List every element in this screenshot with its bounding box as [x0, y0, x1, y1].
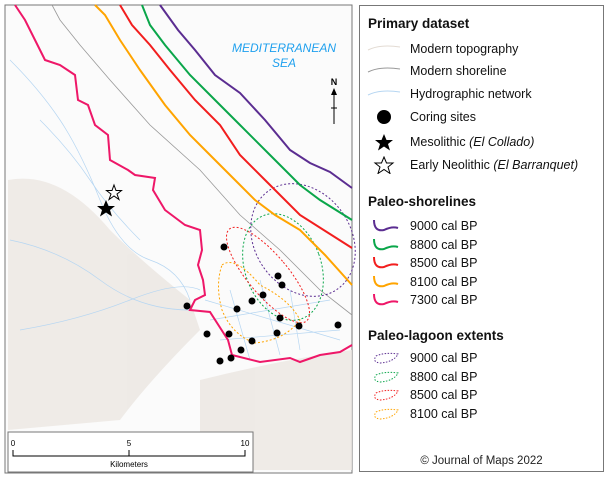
shoreline-swatch-icon [373, 275, 399, 287]
sea-label-2: SEA [272, 56, 296, 70]
star-outline-icon [373, 156, 395, 174]
legend-lagoon-item: 8100 cal BP [360, 405, 477, 423]
topography-line-icon [367, 45, 401, 51]
shoreline-9000 [159, 4, 353, 189]
legend-primary-title: Primary dataset [368, 16, 470, 31]
lagoon-swatch-icon [374, 389, 399, 401]
shoreline-swatch-icon [373, 238, 399, 250]
svg-text:5: 5 [127, 439, 132, 448]
shoreline-swatch-icon [373, 293, 399, 306]
lagoon-8100 [218, 262, 301, 344]
legend-shoreline-item: 8500 cal BP [360, 254, 477, 272]
modern-shoreline [51, 4, 353, 316]
shoreline-8100 [94, 4, 353, 286]
star-filled-icon [375, 134, 393, 151]
legend-shoreline-item: 8100 cal BP [360, 273, 477, 291]
legend-item-neolithic: Early Neolithic (El Barranquet) [360, 156, 578, 174]
sea-label: MEDITERRANEAN [232, 41, 336, 55]
svg-text:Kilometers: Kilometers [110, 460, 148, 469]
paleo-lagoons [218, 183, 356, 344]
legend-shoreline-item: 9000 cal BP [360, 217, 477, 235]
map-panel[interactable]: MEDITERRANEAN SEA N 0 5 10 Kilometers [0, 0, 356, 480]
early-neolithic-star-icon [105, 183, 123, 201]
legend-lagoons-title: Paleo-lagoon extents [368, 328, 504, 343]
svg-text:N: N [331, 77, 338, 87]
paleo-shorelines [14, 4, 353, 364]
lagoon-swatch-icon [374, 371, 399, 383]
north-arrow-icon: N [331, 77, 338, 124]
hydrographic-network [9, 59, 341, 361]
legend-lagoon-item: 8800 cal BP [360, 368, 477, 386]
svg-text:10: 10 [241, 439, 250, 448]
shoreline-7300 [14, 4, 353, 364]
svg-text:0: 0 [11, 439, 16, 448]
legend-item-mesolithic: Mesolithic (El Collado) [360, 133, 534, 151]
lagoon-swatch-icon [374, 408, 399, 420]
hydro-line-icon [367, 90, 401, 96]
shoreline-swatch-icon [373, 219, 399, 232]
shoreline-8500 [119, 4, 353, 249]
legend-shoreline-item: 7300 cal BP [360, 291, 477, 309]
scale-bar: 0 5 10 Kilometers [7, 431, 254, 473]
coring-sites [183, 243, 342, 365]
legend-item-hydro: Hydrographic network [360, 85, 532, 103]
shoreline-swatch-icon [373, 256, 399, 269]
legend-lagoon-item: 9000 cal BP [360, 349, 477, 367]
shoreline-8800 [141, 4, 353, 221]
shoreline-line-icon [367, 67, 401, 73]
copyright: © Journal of Maps 2022 [420, 455, 543, 467]
legend-item-shoreline: Modern shoreline [360, 62, 507, 80]
circle-icon [377, 110, 391, 124]
legend: Primary dataset Modern topography Modern… [359, 5, 604, 472]
lagoon-8800 [242, 213, 324, 321]
legend-shorelines-title: Paleo-shorelines [368, 194, 477, 209]
lagoon-9000 [250, 183, 356, 297]
lagoon-swatch-icon [374, 352, 399, 364]
mesolithic-star-icon [97, 200, 115, 217]
legend-lagoon-item: 8500 cal BP [360, 386, 477, 404]
legend-shoreline-item: 8800 cal BP [360, 236, 477, 254]
legend-item-coring: Coring sites [360, 108, 476, 126]
lagoon-8500 [226, 226, 310, 324]
legend-item-topography: Modern topography [360, 40, 518, 58]
